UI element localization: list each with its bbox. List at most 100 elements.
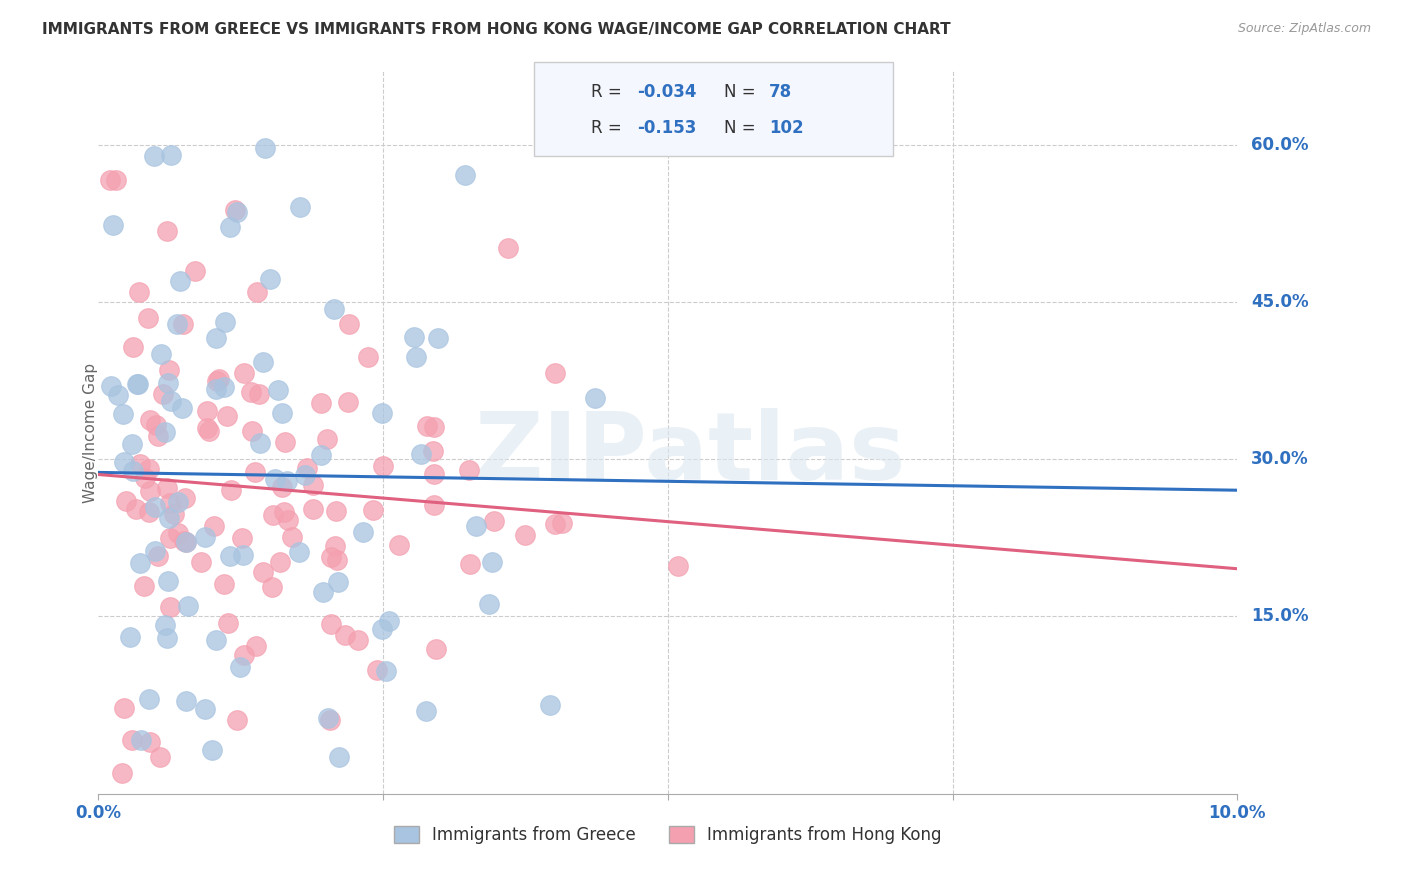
Point <box>125 502 148 516</box>
Text: -0.153: -0.153 <box>637 119 696 136</box>
Point <box>269 555 291 569</box>
Point <box>129 557 152 571</box>
Point <box>163 508 186 522</box>
Point <box>174 535 197 549</box>
Point <box>127 376 149 391</box>
Point <box>111 407 134 421</box>
Point <box>197 424 219 438</box>
Point <box>155 618 177 632</box>
Point <box>245 639 267 653</box>
Point <box>132 579 155 593</box>
Point <box>666 559 689 574</box>
Point <box>415 419 437 434</box>
Point <box>201 742 224 756</box>
Point <box>205 632 228 647</box>
Point <box>478 597 501 611</box>
Point <box>301 502 323 516</box>
Point <box>309 448 332 462</box>
Point <box>174 694 197 708</box>
FancyBboxPatch shape <box>554 113 582 142</box>
Point <box>107 388 129 402</box>
Point <box>208 372 231 386</box>
Point <box>458 463 481 477</box>
Point <box>538 698 561 712</box>
Point <box>205 374 228 388</box>
Point <box>409 447 432 461</box>
Text: 45.0%: 45.0% <box>1251 293 1309 310</box>
Point <box>295 461 318 475</box>
Point <box>335 628 357 642</box>
Point <box>110 766 132 780</box>
Point <box>481 555 503 569</box>
Point <box>143 544 166 558</box>
Point <box>326 575 349 590</box>
Point <box>371 458 394 473</box>
Point <box>377 614 399 628</box>
Point <box>120 630 142 644</box>
Point <box>194 530 217 544</box>
Point <box>288 200 311 214</box>
Point <box>315 432 337 446</box>
Point <box>267 383 290 397</box>
Point <box>112 701 135 715</box>
Point <box>361 503 384 517</box>
Point <box>259 271 281 285</box>
Point <box>166 495 188 509</box>
Point <box>139 483 162 498</box>
Point <box>205 382 228 396</box>
Point <box>170 401 193 415</box>
Point <box>148 429 170 443</box>
Text: -0.034: -0.034 <box>637 83 696 101</box>
Point <box>159 496 181 510</box>
Point <box>157 363 180 377</box>
Point <box>273 505 295 519</box>
Point <box>323 540 346 554</box>
Point <box>157 511 180 525</box>
Point <box>212 380 235 394</box>
Point <box>169 275 191 289</box>
Text: IMMIGRANTS FROM GREECE VS IMMIGRANTS FROM HONG KONG WAGE/INCOME GAP CORRELATION : IMMIGRANTS FROM GREECE VS IMMIGRANTS FRO… <box>42 22 950 37</box>
Point <box>328 749 350 764</box>
Point <box>148 549 170 563</box>
Point <box>423 420 446 434</box>
Point <box>166 318 188 332</box>
Point <box>143 500 166 514</box>
Point <box>357 350 380 364</box>
Point <box>319 549 342 564</box>
Legend: Immigrants from Greece, Immigrants from Hong Kong: Immigrants from Greece, Immigrants from … <box>387 819 949 851</box>
Point <box>156 224 179 238</box>
Point <box>371 406 394 420</box>
Point <box>217 409 239 423</box>
Point <box>287 545 309 559</box>
Point <box>427 331 450 345</box>
Point <box>263 472 285 486</box>
Point <box>371 622 394 636</box>
Point <box>167 525 190 540</box>
Point <box>321 617 343 632</box>
Point <box>128 458 150 472</box>
Point <box>337 395 360 409</box>
Point <box>139 412 162 426</box>
Point <box>316 711 339 725</box>
Point <box>131 733 153 747</box>
Point <box>415 704 437 718</box>
Point <box>422 444 444 458</box>
Point <box>240 424 263 438</box>
Point <box>112 455 135 469</box>
Point <box>246 285 269 299</box>
Point <box>271 480 294 494</box>
Point <box>195 421 218 435</box>
Text: ZIPatlas: ZIPatlas <box>475 409 907 500</box>
Text: 30.0%: 30.0% <box>1251 450 1309 467</box>
Point <box>281 530 304 544</box>
Point <box>425 641 447 656</box>
Point <box>583 391 606 405</box>
Point <box>122 464 145 478</box>
Text: N =: N = <box>724 83 761 101</box>
Point <box>233 366 256 380</box>
Point <box>212 577 235 591</box>
Text: Source: ZipAtlas.com: Source: ZipAtlas.com <box>1237 22 1371 36</box>
Point <box>136 311 159 326</box>
Point <box>228 660 250 674</box>
Point <box>122 340 145 354</box>
